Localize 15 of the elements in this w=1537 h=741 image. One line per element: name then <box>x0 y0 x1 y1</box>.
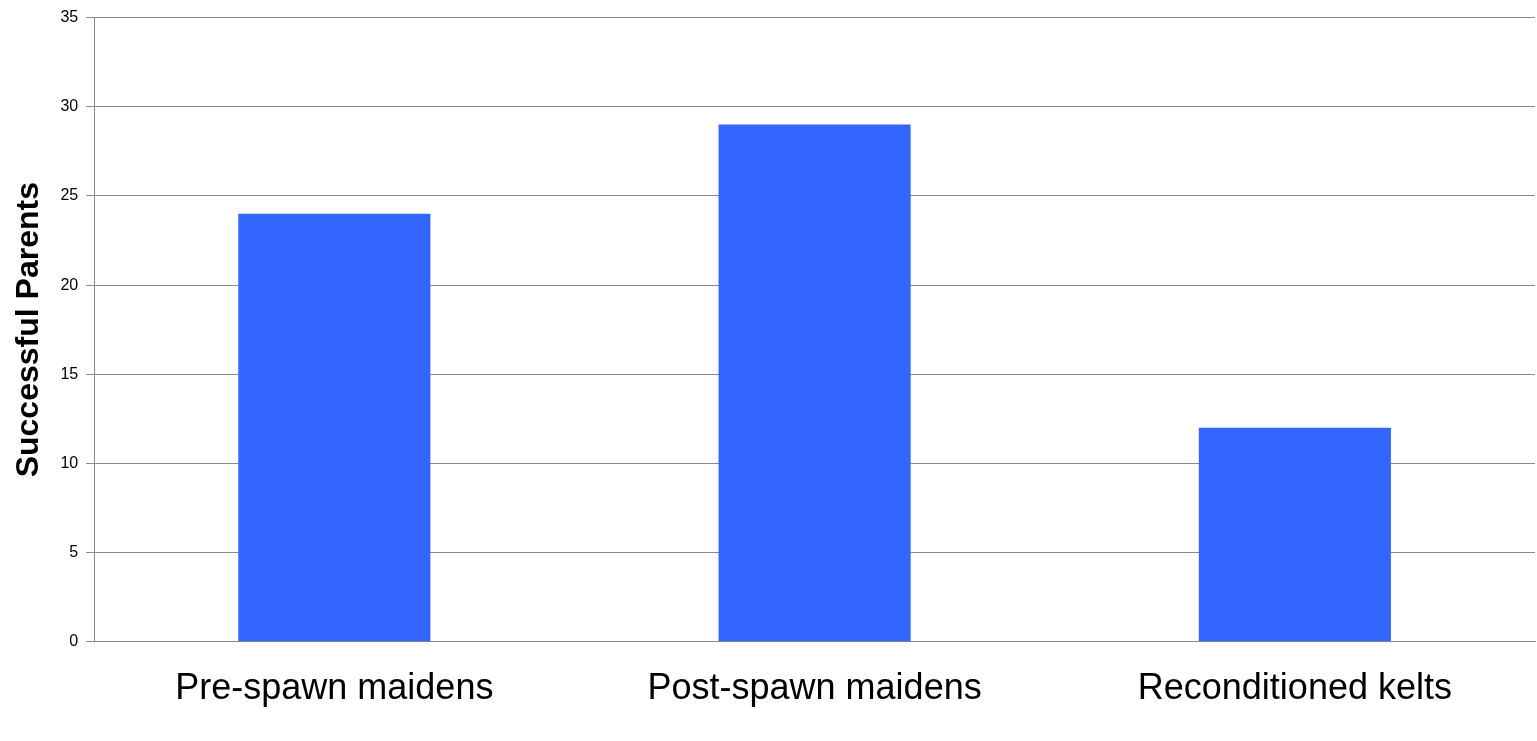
y-tick-label: 0 <box>69 632 79 650</box>
y-tick-label: 5 <box>69 543 79 561</box>
y-tick-label: 15 <box>60 364 79 382</box>
y-tick-label: 25 <box>60 186 79 204</box>
bar <box>238 213 431 642</box>
bar <box>1198 427 1391 642</box>
x-tick-label: Pre-spawn maidens <box>175 666 494 708</box>
y-axis-title: Successful Parents <box>9 182 46 478</box>
y-tick-label: 35 <box>60 8 79 26</box>
y-tick-label: 10 <box>60 453 79 471</box>
x-tick-label: Post-spawn maidens <box>647 666 982 708</box>
y-tick-label: 20 <box>60 275 79 293</box>
x-tick-label: Reconditioned kelts <box>1137 666 1452 708</box>
y-tick-label: 30 <box>60 97 79 115</box>
bar <box>718 124 911 642</box>
